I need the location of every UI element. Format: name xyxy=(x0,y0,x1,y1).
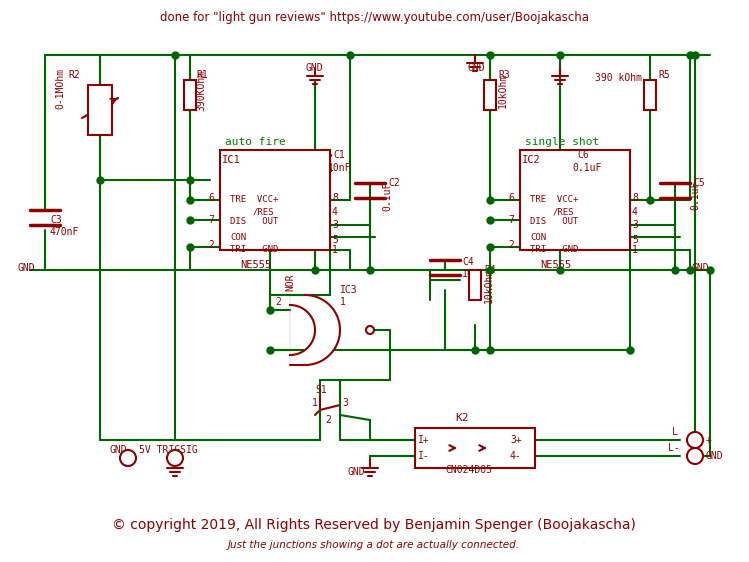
Bar xyxy=(484,80,496,110)
Text: 2: 2 xyxy=(325,415,331,425)
Text: 7: 7 xyxy=(508,215,514,225)
Polygon shape xyxy=(305,295,340,365)
Text: 2: 2 xyxy=(508,240,514,250)
Text: 2: 2 xyxy=(208,240,214,250)
Text: TRI   GND: TRI GND xyxy=(530,246,578,255)
Text: 8: 8 xyxy=(632,193,638,203)
Text: GND: GND xyxy=(18,263,36,273)
Text: 6: 6 xyxy=(508,193,514,203)
Text: C5: C5 xyxy=(693,178,705,188)
Circle shape xyxy=(120,450,136,466)
Text: 8: 8 xyxy=(332,193,338,203)
Text: DIS   OUT: DIS OUT xyxy=(530,217,578,226)
Text: CON: CON xyxy=(530,233,546,242)
Text: IC3: IC3 xyxy=(340,285,357,295)
Text: 10nF: 10nF xyxy=(328,163,351,173)
Text: R4: R4 xyxy=(484,265,496,275)
Text: 4-: 4- xyxy=(510,451,522,461)
Text: GND: GND xyxy=(468,63,485,73)
Text: auto fire: auto fire xyxy=(225,137,286,147)
Text: GND: GND xyxy=(109,445,127,455)
Bar xyxy=(415,428,535,468)
Text: 4: 4 xyxy=(332,207,338,217)
Bar xyxy=(520,150,630,250)
Text: +: + xyxy=(706,435,712,445)
Text: C4: C4 xyxy=(462,257,474,267)
Text: C6: C6 xyxy=(577,150,589,160)
Text: 10kOhm: 10kOhm xyxy=(498,72,508,108)
Text: 5: 5 xyxy=(632,235,638,245)
Text: 1: 1 xyxy=(340,297,346,307)
Text: L: L xyxy=(672,427,678,437)
Text: GND: GND xyxy=(692,263,709,273)
Text: 390KOhm: 390KOhm xyxy=(196,70,206,111)
Text: C2: C2 xyxy=(388,178,400,188)
Text: GND: GND xyxy=(305,63,323,73)
Circle shape xyxy=(366,326,374,334)
Text: 6: 6 xyxy=(208,193,214,203)
Text: 7: 7 xyxy=(208,215,214,225)
Text: IC2: IC2 xyxy=(522,155,541,165)
Text: 5: 5 xyxy=(332,235,338,245)
Text: /RES: /RES xyxy=(553,207,574,216)
Text: 1: 1 xyxy=(332,245,338,255)
Circle shape xyxy=(167,450,183,466)
Text: 5V TRIGSIG: 5V TRIGSIG xyxy=(139,445,198,455)
Text: 2: 2 xyxy=(275,297,281,307)
Text: NOR: NOR xyxy=(285,273,295,291)
Text: TRE  VCC+: TRE VCC+ xyxy=(230,196,279,205)
Bar xyxy=(88,85,112,135)
Text: Just the junctions showing a dot are actually connected.: Just the junctions showing a dot are act… xyxy=(228,540,520,550)
Text: S1: S1 xyxy=(315,385,327,395)
Text: 10kOhm: 10kOhm xyxy=(484,268,494,302)
Bar xyxy=(469,270,481,300)
Text: K2: K2 xyxy=(455,413,469,423)
Text: 1: 1 xyxy=(632,245,638,255)
Bar xyxy=(644,80,656,110)
Text: 0.1uF: 0.1uF xyxy=(690,180,700,210)
Text: NE555: NE555 xyxy=(540,260,571,270)
Text: C1: C1 xyxy=(333,150,345,160)
Text: CON: CON xyxy=(230,233,246,242)
Text: 1: 1 xyxy=(312,398,318,408)
Text: R1: R1 xyxy=(196,70,207,80)
Circle shape xyxy=(687,448,703,464)
Text: © copyright 2019, All Rights Reserved by Benjamin Spenger (Boojakascha): © copyright 2019, All Rights Reserved by… xyxy=(112,518,636,532)
Text: R3: R3 xyxy=(498,70,510,80)
Text: done for "light gun reviews" https://www.youtube.com/user/Boojakascha: done for "light gun reviews" https://www… xyxy=(160,11,589,25)
Text: 3+: 3+ xyxy=(510,435,522,445)
Text: TRE  VCC+: TRE VCC+ xyxy=(530,196,578,205)
Text: 0-1MOhm: 0-1MOhm xyxy=(55,67,65,108)
Text: TRI   GND: TRI GND xyxy=(230,246,279,255)
Text: 4: 4 xyxy=(632,207,638,217)
Text: 0.1uF: 0.1uF xyxy=(382,182,392,211)
Text: 0.1uF: 0.1uF xyxy=(572,163,601,173)
Text: 3: 3 xyxy=(332,220,338,230)
Bar xyxy=(184,80,196,110)
Text: single shot: single shot xyxy=(525,137,599,147)
Text: 1uF: 1uF xyxy=(462,269,479,279)
Bar xyxy=(220,150,330,250)
Text: I+: I+ xyxy=(418,435,430,445)
Text: 3: 3 xyxy=(632,220,638,230)
Text: NE555: NE555 xyxy=(240,260,271,270)
Text: IC1: IC1 xyxy=(222,155,240,165)
Text: 470nF: 470nF xyxy=(50,227,79,237)
Text: R5: R5 xyxy=(658,70,670,80)
Text: GND: GND xyxy=(706,451,724,461)
Text: C3: C3 xyxy=(50,215,61,225)
Text: GND: GND xyxy=(348,467,366,477)
Text: R2: R2 xyxy=(68,70,79,80)
Text: CN024D05: CN024D05 xyxy=(445,465,492,475)
Text: L-: L- xyxy=(668,443,680,453)
Text: I-: I- xyxy=(418,451,430,461)
Text: 3: 3 xyxy=(342,398,348,408)
Text: DIS   OUT: DIS OUT xyxy=(230,217,279,226)
Text: /RES: /RES xyxy=(253,207,274,216)
Circle shape xyxy=(687,432,703,448)
Text: 390 kOhm: 390 kOhm xyxy=(595,73,642,83)
